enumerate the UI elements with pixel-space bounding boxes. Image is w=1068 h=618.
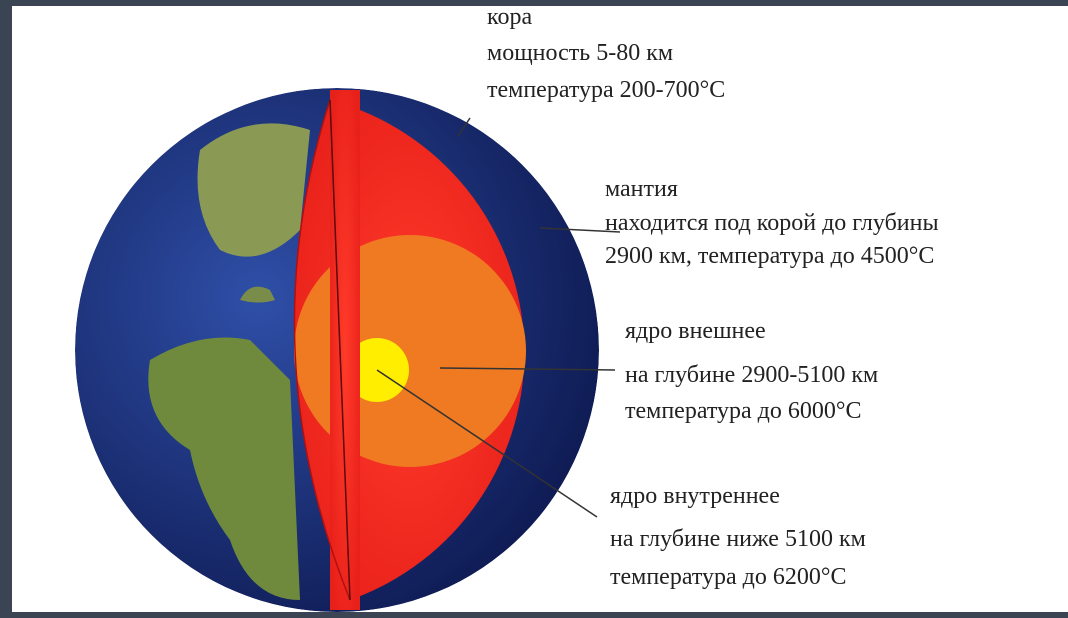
layer-text: на глубине ниже 5100 км [610, 526, 866, 552]
layer-title: мантия [605, 176, 678, 202]
layer-title: ядро внутреннее [610, 483, 780, 509]
layer-title: ядро внешнее [625, 318, 766, 344]
layer-text: 2900 км, температура до 4500°С [605, 243, 934, 269]
section-line [329, 99, 351, 601]
layer-title: кора [487, 4, 532, 30]
mantle-edge [330, 90, 360, 610]
layer-text: находится под корой до глубины [605, 210, 939, 236]
continent [240, 286, 275, 303]
leader-line [376, 369, 598, 518]
cut-edge [293, 99, 351, 601]
leaders [376, 117, 621, 518]
continent [197, 123, 310, 257]
continent [148, 337, 300, 600]
layer-text: мощность 5-80 км [487, 40, 673, 66]
outer-core [294, 235, 526, 467]
layer-text: температура 200-700°С [487, 77, 725, 103]
layer-text: температура до 6200°С [610, 564, 847, 590]
leader-line [457, 117, 471, 137]
earth [75, 88, 599, 612]
layer-text: на глубине 2900-5100 км [625, 362, 878, 388]
leader-line [539, 227, 621, 233]
leader-line [439, 367, 616, 371]
layer-text: температура до 6000°С [625, 398, 862, 424]
